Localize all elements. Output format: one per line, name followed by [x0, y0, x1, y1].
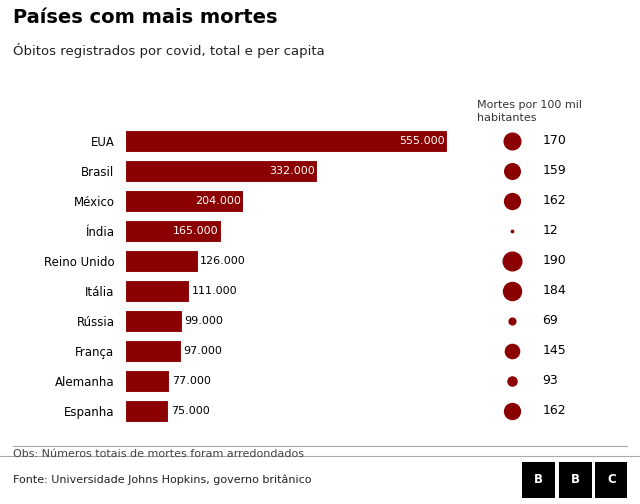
Text: 111.000: 111.000: [191, 286, 237, 296]
Text: 190: 190: [543, 255, 566, 268]
Text: Fonte: Universidade Johns Hopkins, governo britânico: Fonte: Universidade Johns Hopkins, gover…: [13, 475, 311, 485]
Text: Mortes por 100 mil
habitantes: Mortes por 100 mil habitantes: [477, 100, 582, 123]
Text: 145: 145: [543, 344, 566, 357]
Text: B: B: [534, 473, 543, 486]
Text: Obs: Números totais de mortes foram arredondados: Obs: Números totais de mortes foram arre…: [13, 449, 304, 459]
Text: 165.000: 165.000: [173, 226, 218, 236]
Point: [507, 257, 517, 265]
Text: C: C: [607, 473, 616, 486]
Text: 332.000: 332.000: [269, 166, 315, 176]
Text: 162: 162: [543, 404, 566, 417]
Text: Óbitos registrados por covid, total e per capita: Óbitos registrados por covid, total e pe…: [13, 43, 324, 58]
Point: [507, 197, 517, 205]
Bar: [125, 370, 170, 392]
Point: [507, 347, 517, 355]
FancyBboxPatch shape: [559, 462, 592, 498]
Text: 93: 93: [543, 374, 558, 388]
Point: [507, 137, 517, 145]
Bar: [125, 280, 189, 302]
Text: 99.000: 99.000: [184, 316, 223, 326]
Point: [507, 377, 517, 385]
Text: 77.000: 77.000: [172, 376, 211, 386]
Bar: [125, 190, 243, 212]
Point: [507, 287, 517, 295]
Bar: [125, 340, 181, 362]
Text: 97.000: 97.000: [184, 346, 222, 356]
Text: 184: 184: [543, 284, 566, 297]
Point: [507, 407, 517, 415]
Point: [507, 317, 517, 325]
Bar: [125, 160, 317, 182]
Bar: [125, 220, 221, 242]
Text: 555.000: 555.000: [399, 136, 445, 146]
Bar: [125, 400, 168, 422]
Point: [507, 227, 517, 235]
FancyBboxPatch shape: [522, 462, 556, 498]
Text: B: B: [571, 473, 580, 486]
Text: Países com mais mortes: Países com mais mortes: [13, 8, 277, 27]
Text: 69: 69: [543, 314, 558, 328]
Text: 12: 12: [543, 224, 558, 237]
Point: [507, 167, 517, 175]
Bar: [125, 310, 182, 332]
Text: 162: 162: [543, 195, 566, 208]
Text: 204.000: 204.000: [195, 196, 241, 206]
Text: 75.000: 75.000: [171, 406, 209, 416]
Bar: [125, 250, 198, 272]
Text: 159: 159: [543, 164, 566, 177]
Text: 126.000: 126.000: [200, 256, 246, 266]
FancyBboxPatch shape: [595, 462, 628, 498]
Text: 170: 170: [543, 135, 566, 148]
Bar: [125, 130, 447, 152]
